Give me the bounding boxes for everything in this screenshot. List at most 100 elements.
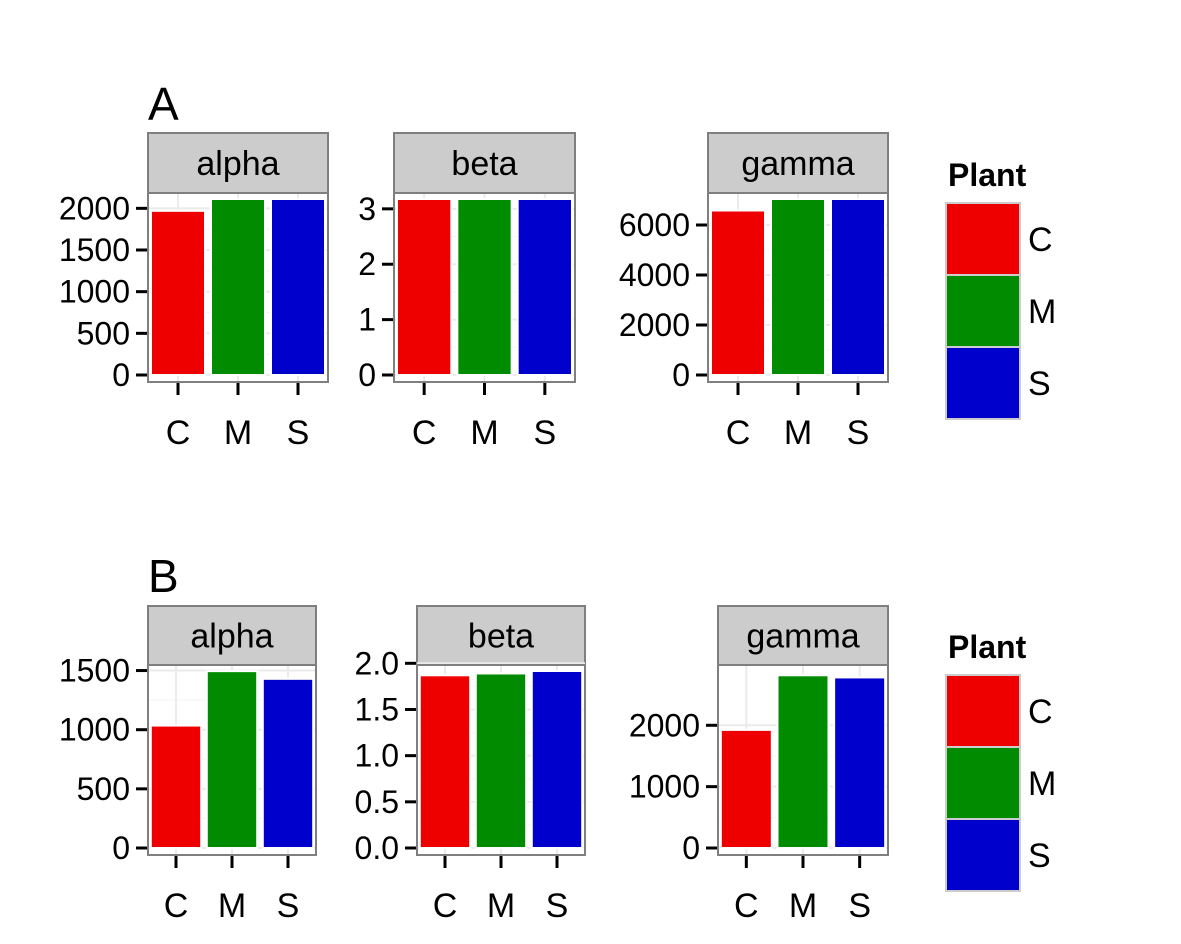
legend-key-S <box>945 818 1021 892</box>
bar-M <box>205 670 259 849</box>
bar-M <box>770 198 826 376</box>
y-tick-label: 6000 <box>619 207 690 243</box>
x-tick-label: S <box>533 414 556 452</box>
y-tick-label: 0.0 <box>355 830 399 866</box>
y-tick-label: 1500 <box>59 232 130 268</box>
bar-S <box>830 198 886 376</box>
bar-S <box>270 198 326 376</box>
x-tick-label: C <box>734 887 759 925</box>
facet-alpha: alpha 0 500 1000 1500 2000 C M S <box>59 132 329 452</box>
bar-S <box>516 198 573 376</box>
y-tick-label: 1000 <box>629 769 700 805</box>
x-tick-label: M <box>789 887 817 925</box>
y-tick-label: 0 <box>112 830 130 866</box>
x-tick-label: S <box>847 414 870 452</box>
y-tick-label: 0.5 <box>355 784 399 820</box>
legend-key-C <box>945 674 1021 748</box>
legend-key-M <box>945 746 1021 820</box>
legend-label: C <box>1028 221 1053 259</box>
bar-M <box>210 198 266 376</box>
panel-frame <box>147 664 317 856</box>
facet-strip-label: beta <box>451 145 517 183</box>
facet-strip-label: alpha <box>190 618 273 656</box>
x-tick-label: M <box>487 887 515 925</box>
panel-tag: B <box>148 550 179 602</box>
facet-gamma: gamma 0 2000 4000 6000 C M S <box>619 132 889 452</box>
facet-strip <box>707 132 889 194</box>
panel-frame <box>717 664 889 856</box>
bar-C <box>396 198 453 376</box>
y-tick-label: 2.0 <box>355 645 399 681</box>
legend-title: Plant <box>948 157 1027 193</box>
facet-beta: beta 0.0 0.5 1.0 1.5 2.0 C M S <box>355 605 586 925</box>
x-tick-label: S <box>287 414 310 452</box>
y-tick-label: 1500 <box>59 653 130 689</box>
x-tick-label: C <box>726 414 751 452</box>
facet-strip <box>393 132 576 194</box>
y-tick-label: 1000 <box>59 712 130 748</box>
x-tick-label: S <box>277 887 300 925</box>
y-tick-label: 500 <box>77 315 130 351</box>
facet-strip-label: beta <box>468 618 534 656</box>
legend-key-M <box>945 274 1021 348</box>
legend-label: S <box>1028 837 1051 875</box>
x-tick-label: C <box>166 414 191 452</box>
bar-M <box>474 672 528 850</box>
bar-C <box>710 209 766 376</box>
y-tick-label: 0 <box>112 357 130 393</box>
facet-alpha: alpha 0 500 1000 1500 C M S <box>59 605 317 925</box>
bar-S <box>530 670 584 849</box>
y-tick-label: 1000 <box>59 274 130 310</box>
x-tick-label: C <box>433 887 458 925</box>
legend-key-S <box>945 346 1021 420</box>
legend-label: M <box>1028 765 1056 803</box>
y-tick-label: 4000 <box>619 257 690 293</box>
legend-title: Plant <box>948 629 1027 665</box>
x-tick-label: C <box>412 414 437 452</box>
x-tick-label: S <box>546 887 569 925</box>
y-tick-label: 500 <box>77 771 130 807</box>
bar-C <box>418 674 472 849</box>
legend-label: C <box>1028 693 1053 731</box>
y-tick-label: 0 <box>672 357 690 393</box>
x-tick-label: M <box>470 414 498 452</box>
facet-strip-label: gamma <box>746 618 859 656</box>
facet-strip <box>147 132 329 194</box>
y-tick-label: 3 <box>358 191 376 227</box>
bar-C <box>719 728 773 849</box>
facet-gamma: gamma 0 1000 2000 C M S <box>629 605 889 925</box>
bar-C <box>150 209 206 376</box>
y-tick-label: 1.0 <box>355 738 399 774</box>
y-tick-label: 2000 <box>619 307 690 343</box>
bar-C <box>149 724 203 850</box>
panel-tag: A <box>148 78 179 130</box>
facet-strip-label: gamma <box>741 145 854 183</box>
panel-frame <box>416 664 586 856</box>
panel-frame <box>147 192 329 383</box>
y-tick-label: 0 <box>358 357 376 393</box>
x-tick-label: M <box>224 414 252 452</box>
legend-label: S <box>1028 365 1051 403</box>
y-tick-label: 1.5 <box>355 691 399 727</box>
y-tick-label: 1 <box>358 302 376 338</box>
facet-strip <box>416 605 586 666</box>
y-tick-label: 2 <box>358 246 376 282</box>
x-tick-label: M <box>218 887 246 925</box>
facet-strip-label: alpha <box>196 145 279 183</box>
y-tick-label: 2000 <box>59 190 130 226</box>
panel-frame <box>393 192 576 383</box>
y-tick-label: 0 <box>682 830 700 866</box>
bar-M <box>456 198 513 376</box>
panel-frame <box>707 192 889 383</box>
legend-label: M <box>1028 293 1056 331</box>
bar-M <box>776 674 830 850</box>
bar-S <box>261 677 315 850</box>
x-tick-label: M <box>784 414 812 452</box>
bar-S <box>833 676 887 849</box>
x-tick-label: S <box>848 887 871 925</box>
facet-beta: beta 0 1 2 3 C M S <box>358 132 576 452</box>
